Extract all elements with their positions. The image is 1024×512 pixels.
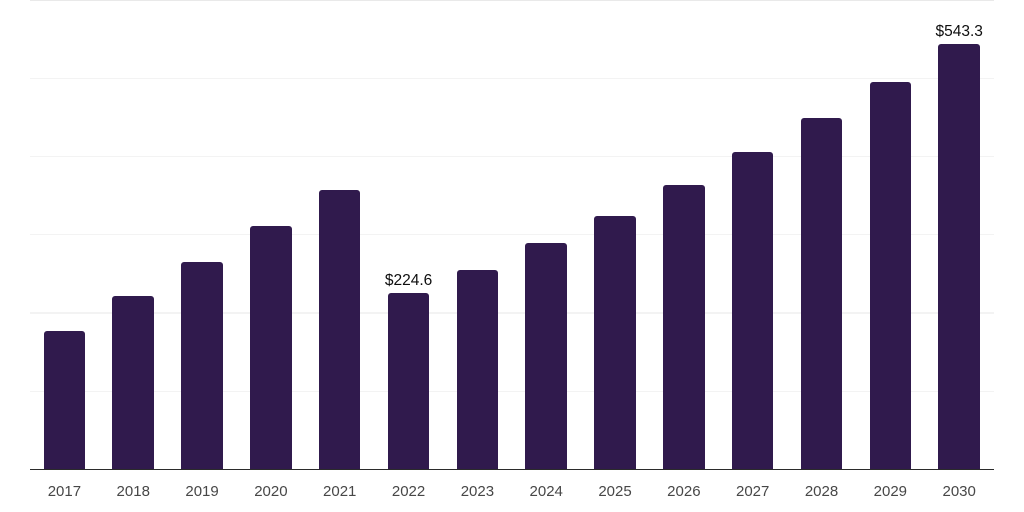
bar-slot-2025 [581, 215, 650, 469]
bar-slot-2023 [443, 269, 512, 469]
bars-row: $224.6 $543.3 [30, 0, 994, 469]
bar-slot-2018 [99, 295, 168, 469]
bar-slot-2027 [718, 152, 787, 469]
bar-2030 [938, 44, 980, 469]
gridline [30, 312, 994, 314]
bar-2023 [456, 269, 499, 469]
bar-slot-2017 [30, 330, 99, 469]
bar-2017 [43, 330, 86, 469]
xtick-label-2028: 2028 [804, 482, 839, 500]
bar-2026 [663, 184, 705, 469]
gridline [30, 390, 994, 392]
bar-slot-2028 [787, 118, 856, 469]
bar-slot-2024 [512, 243, 581, 469]
bar-slot-2026 [649, 184, 718, 469]
bar-2021 [318, 189, 361, 469]
bar-slot-2019 [168, 262, 237, 469]
xtick-label-2029: 2029 [873, 482, 908, 500]
gridline-top [30, 0, 994, 2]
x-axis-tick-labels: 2017 2018 2019 2020 2021 2022 2023 2024 2025 2026… [30, 471, 994, 499]
bar-2029 [869, 81, 912, 469]
xtick-label-2022: 2022 [391, 482, 426, 500]
bar-slot-2030: $543.3 [925, 24, 994, 469]
xtick-label-2025: 2025 [598, 482, 632, 500]
bar-2018 [112, 295, 154, 469]
bar-slot-2020 [236, 226, 305, 469]
xtick-label-2023: 2023 [460, 482, 495, 500]
xtick-label-2024: 2024 [529, 482, 563, 500]
xtick-label-2017: 2017 [47, 482, 82, 500]
bar-2019 [181, 262, 223, 469]
xtick-label-2019: 2019 [185, 482, 219, 500]
bar-2025 [594, 215, 636, 469]
bar-2024 [525, 243, 567, 469]
bar-2022 [387, 293, 430, 469]
xtick-label-2018: 2018 [116, 482, 150, 500]
bar-slot-2021 [305, 189, 374, 469]
plot-area: $224.6 $543.3 [30, 0, 994, 471]
gridline [30, 234, 994, 236]
bar-slot-2029 [856, 81, 925, 469]
xtick-label-2027: 2027 [736, 482, 770, 500]
bar-value-label-2022: $224.6 [384, 271, 433, 289]
bar-2020 [250, 226, 292, 469]
xtick-label-2026: 2026 [667, 482, 701, 500]
gridline [30, 156, 994, 158]
bar-2027 [731, 152, 774, 469]
bar-value-label-2030: $543.3 [935, 22, 983, 40]
xtick-label-2030: 2030 [942, 482, 976, 500]
x-axis-line [30, 468, 994, 471]
bar-2028 [800, 118, 843, 469]
xtick-label-2021: 2021 [323, 482, 357, 500]
gridline [30, 78, 994, 80]
xtick-label-2020: 2020 [254, 482, 288, 500]
bar-slot-2022: $224.6 [374, 273, 443, 469]
